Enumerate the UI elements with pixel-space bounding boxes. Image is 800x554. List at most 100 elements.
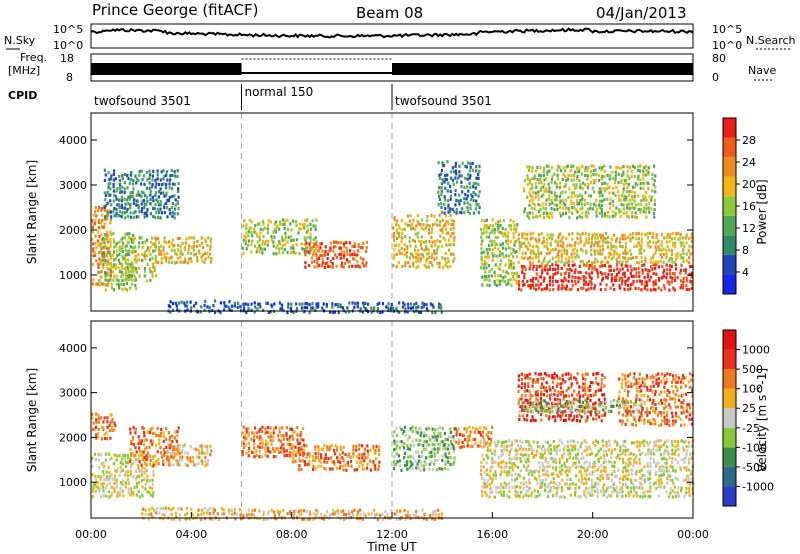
data-cell — [414, 459, 417, 463]
data-cell — [109, 254, 112, 258]
data-cell — [151, 271, 154, 275]
data-cell — [601, 473, 605, 477]
data-cell — [101, 282, 104, 286]
data-cell — [502, 255, 505, 259]
data-cell — [615, 252, 618, 256]
data-cell — [625, 178, 628, 182]
data-cell — [630, 268, 633, 272]
data-cell — [626, 235, 630, 239]
data-cell — [529, 286, 532, 290]
data-cell — [561, 464, 564, 468]
data-cell — [261, 228, 265, 232]
data-cell — [159, 203, 162, 207]
data-cell — [549, 397, 552, 401]
data-cell — [363, 452, 366, 456]
data-cell — [125, 288, 129, 292]
data-cell — [646, 232, 649, 236]
data-cell — [560, 279, 563, 283]
data-cell — [601, 244, 604, 248]
data-cell — [679, 268, 682, 272]
data-cell — [104, 458, 107, 462]
data-cell — [228, 308, 231, 312]
data-cell — [272, 446, 275, 451]
data-cell — [628, 207, 631, 211]
data-cell — [209, 260, 213, 264]
data-cell — [485, 248, 488, 252]
data-cell — [255, 232, 258, 236]
data-cell — [606, 245, 610, 249]
data-cell — [266, 426, 269, 430]
data-cell — [129, 459, 132, 463]
data-cell — [100, 425, 103, 429]
data-cell — [529, 401, 532, 405]
data-cell — [143, 455, 146, 459]
data-cell — [568, 215, 571, 220]
data-cell — [542, 259, 545, 263]
data-cell — [258, 302, 261, 306]
data-cell — [665, 252, 668, 256]
data-cell — [433, 257, 436, 261]
data-cell — [103, 477, 106, 481]
data-cell — [628, 202, 631, 206]
data-cell — [280, 426, 284, 430]
data-cell — [395, 236, 399, 240]
data-cell — [646, 441, 649, 445]
data-cell — [329, 310, 332, 314]
data-cell — [162, 434, 165, 439]
data-cell — [570, 373, 573, 377]
data-cell — [557, 264, 560, 268]
data-cell — [107, 279, 110, 283]
data-cell — [508, 495, 511, 499]
data-cell — [425, 447, 428, 451]
data-cell — [448, 184, 452, 188]
data-cell — [602, 493, 605, 497]
data-cell — [179, 252, 182, 256]
data-cell — [351, 244, 354, 248]
data-cell — [521, 382, 524, 386]
data-cell — [527, 257, 530, 261]
data-cell — [420, 431, 423, 435]
data-cell — [176, 448, 179, 452]
data-cell — [269, 431, 272, 435]
data-cell — [583, 278, 586, 282]
data-cell — [334, 444, 337, 448]
data-cell — [254, 244, 257, 248]
data-cell — [164, 437, 168, 441]
data-cell — [165, 256, 168, 260]
data-cell — [518, 283, 521, 287]
data-cell — [253, 439, 256, 443]
data-cell — [554, 239, 557, 243]
data-cell — [590, 241, 593, 245]
data-cell — [256, 234, 259, 238]
data-cell — [688, 256, 691, 260]
data-cell — [149, 189, 152, 194]
colorbar-swatch — [723, 137, 736, 158]
data-cell — [674, 440, 677, 444]
data-cell — [620, 276, 623, 280]
data-cell — [129, 215, 132, 219]
data-cell — [542, 279, 545, 283]
data-cell — [344, 463, 347, 467]
data-cell — [91, 282, 94, 286]
data-cell — [130, 282, 133, 286]
data-cell — [662, 465, 665, 469]
data-cell — [308, 244, 311, 248]
data-cell — [565, 252, 569, 256]
data-cell — [579, 276, 582, 280]
data-cell — [616, 453, 620, 458]
data-cell — [554, 272, 557, 276]
data-cell — [132, 187, 135, 191]
data-cell — [177, 182, 180, 186]
data-cell — [572, 191, 575, 195]
data-cell — [689, 252, 692, 256]
data-cell — [644, 259, 647, 263]
data-cell — [162, 431, 165, 435]
data-cell — [103, 241, 106, 245]
data-cell — [430, 255, 433, 259]
data-cell — [118, 183, 121, 187]
data-cell — [305, 250, 308, 254]
data-cell — [434, 435, 437, 439]
data-cell — [278, 430, 281, 434]
data-cell — [472, 190, 475, 195]
data-cell — [568, 272, 571, 276]
